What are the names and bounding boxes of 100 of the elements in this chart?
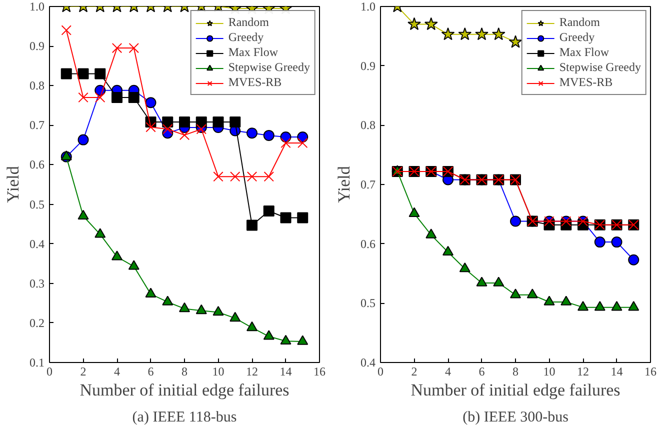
- y-tick-label: 0.5: [360, 296, 376, 310]
- y-tick-label: 0.7: [30, 118, 44, 132]
- point: [112, 92, 122, 103]
- legend-label: Greedy: [559, 30, 595, 45]
- legend-label: MVES-RB: [559, 75, 613, 90]
- x-tick-label: 14: [610, 364, 623, 378]
- y-tick-label: 0.2: [30, 316, 44, 330]
- x-tick-label: 12: [577, 364, 589, 378]
- point: [61, 25, 72, 36]
- legend-label: Stepwise Greedy: [559, 60, 641, 75]
- point: [146, 122, 156, 132]
- y-tick-label: 0.8: [30, 78, 44, 93]
- point: [246, 220, 258, 231]
- point: [196, 116, 207, 128]
- y-axis-title: Yield: [4, 166, 22, 203]
- y-tick-label: 0.1: [30, 356, 44, 370]
- point: [94, 228, 106, 238]
- point: [441, 27, 455, 40]
- point: [263, 330, 274, 340]
- point: [510, 216, 521, 227]
- point: [280, 212, 292, 224]
- x-tick-label: 14: [280, 364, 292, 378]
- legend-label: Random: [559, 15, 600, 30]
- point: [128, 260, 140, 270]
- y-tick-label: 0.4: [30, 236, 44, 251]
- legend-label: Random: [228, 15, 270, 30]
- x-tick-label: 2: [411, 364, 418, 378]
- point: [230, 171, 240, 182]
- point: [230, 312, 241, 322]
- legend-label: Max Flow: [228, 45, 278, 60]
- point: [263, 206, 274, 216]
- y-tick-label: 0.6: [30, 158, 44, 172]
- point: [424, 17, 438, 30]
- point: [611, 236, 622, 248]
- point: [145, 288, 156, 298]
- point: [526, 288, 538, 298]
- point: [60, 68, 72, 80]
- text: (a) IEEE 118-bus: [132, 410, 237, 426]
- point: [179, 130, 190, 140]
- point: [162, 124, 173, 134]
- point: [408, 17, 421, 30]
- point: [196, 304, 207, 314]
- x-tick-label: 6: [478, 364, 485, 378]
- point: [145, 97, 156, 108]
- y-tick-label: 0.7: [360, 178, 376, 192]
- point: [459, 262, 470, 272]
- point: [78, 68, 89, 80]
- x-tick-label: 16: [644, 364, 656, 378]
- x-axis-title: Number of initial edge failures: [80, 380, 290, 400]
- y-tick-label: 0.3: [30, 276, 44, 290]
- point: [179, 116, 190, 128]
- point: [78, 92, 88, 103]
- point: [426, 228, 437, 238]
- point: [212, 116, 224, 128]
- y-tick-label: 0.5: [30, 197, 44, 212]
- point: [510, 288, 521, 298]
- x-tick-label: 8: [512, 364, 518, 378]
- point: [162, 116, 174, 128]
- point: [94, 68, 106, 80]
- point: [212, 306, 224, 316]
- x-tick-label: 2: [80, 364, 86, 378]
- y-tick-label: 1.0: [30, 0, 44, 14]
- point: [297, 212, 308, 224]
- point: [112, 250, 122, 260]
- text: (b) IEEE 300-bus: [462, 410, 569, 426]
- x-tick-label: 10: [212, 364, 224, 378]
- point: [458, 27, 472, 40]
- point: [408, 207, 420, 217]
- point: [493, 276, 504, 286]
- point: [95, 92, 106, 103]
- point: [213, 171, 224, 182]
- y-tick-label: 0.9: [30, 39, 44, 54]
- point: [297, 335, 308, 345]
- legend-label: Max Flow: [559, 45, 610, 60]
- point: [594, 236, 606, 248]
- point: [128, 42, 139, 54]
- point: [298, 138, 308, 148]
- y-tick-label: 0.4: [360, 356, 376, 370]
- y-tick-label: 0.9: [360, 58, 376, 73]
- point: [246, 128, 258, 139]
- point: [492, 27, 506, 40]
- y-tick-label: 0.8: [360, 118, 376, 132]
- x-tick-label: 4: [114, 364, 120, 378]
- legend-label: Greedy: [228, 30, 264, 45]
- x-tick-label: 16: [314, 364, 326, 378]
- x-tick-label: 0: [46, 364, 52, 378]
- point: [230, 116, 241, 128]
- point: [442, 246, 454, 256]
- x-tick-label: 10: [543, 364, 556, 378]
- point: [264, 171, 274, 182]
- point: [78, 134, 89, 146]
- y-axis-title: Yield: [334, 166, 354, 203]
- y-tick-label: 0.6: [360, 236, 376, 251]
- x-tick-label: 8: [182, 364, 188, 378]
- x-tick-label: 0: [378, 364, 384, 378]
- point: [544, 296, 555, 306]
- point: [162, 296, 174, 306]
- point: [476, 276, 488, 286]
- point: [263, 130, 274, 141]
- point: [628, 254, 640, 266]
